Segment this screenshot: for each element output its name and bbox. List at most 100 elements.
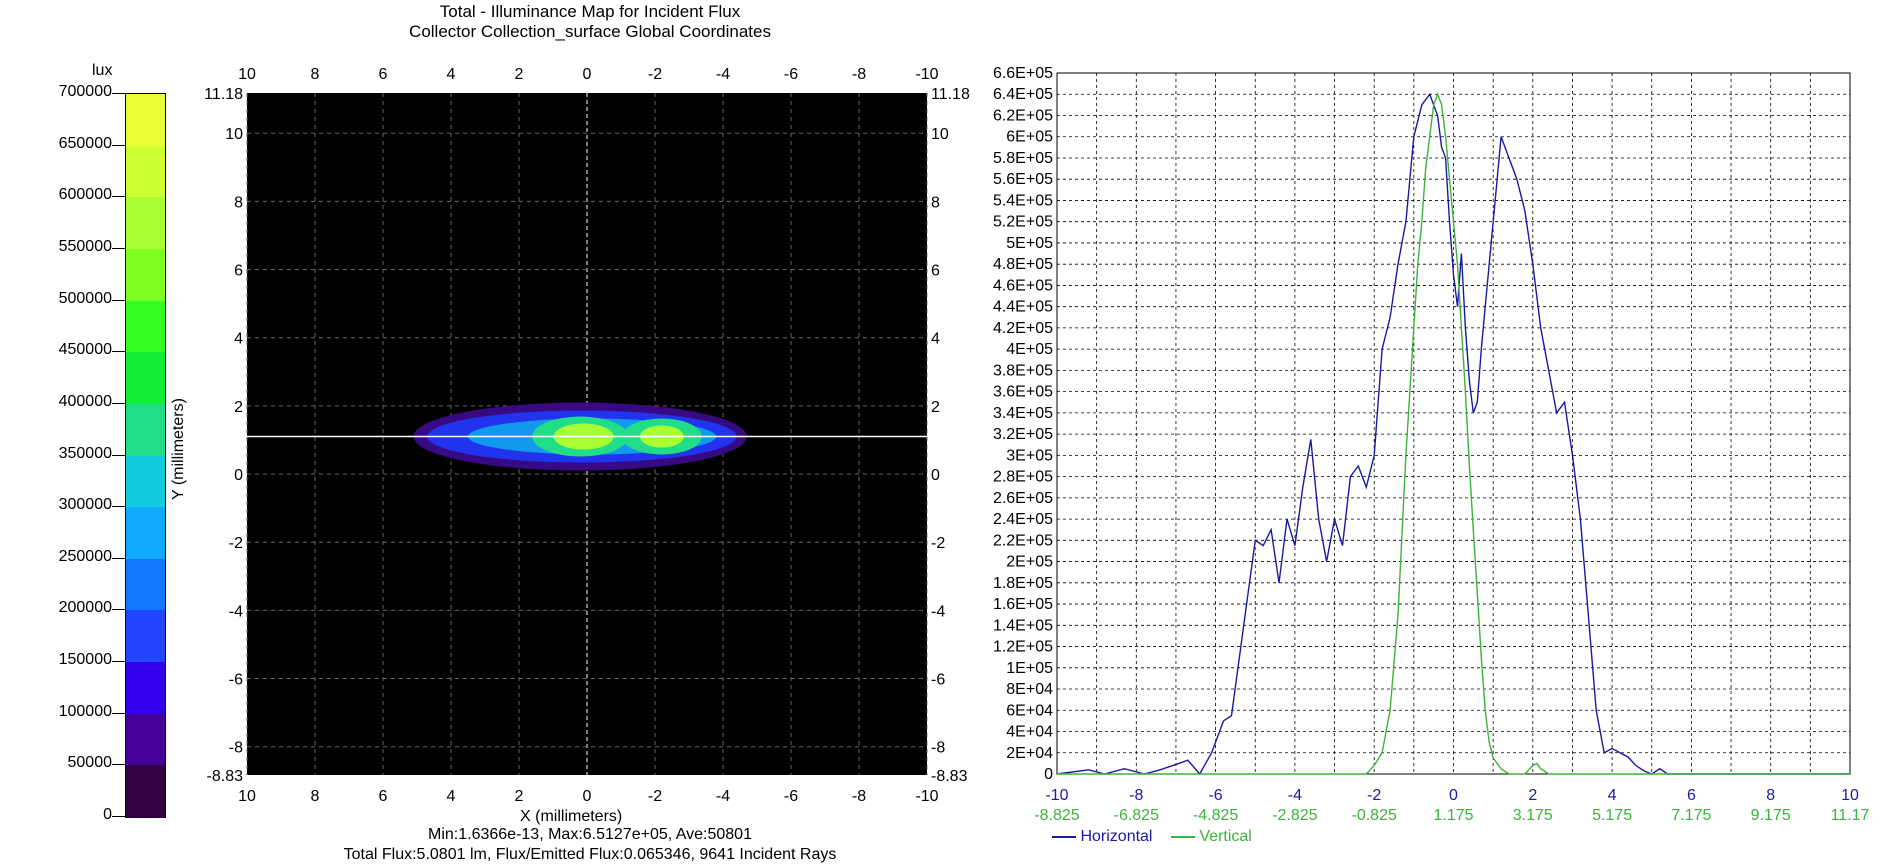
colorbar-tick-label: 550000 (58, 237, 112, 255)
map-top-x-tick: 6 (379, 66, 388, 83)
colorbar-segment (126, 94, 165, 147)
chart-x-tick-label-vertical: 1.175 (1433, 807, 1473, 824)
chart-x-tick-label-horizontal: 10 (1841, 787, 1859, 804)
map-x-axis-label: X (millimeters) (520, 808, 623, 825)
chart-x-tick-label-vertical: 3.175 (1513, 807, 1553, 824)
map-right-y-tick: -8.83 (931, 768, 968, 785)
legend-swatch-horizontal (1052, 835, 1076, 838)
legend: Horizontal Vertical (1052, 828, 1252, 846)
chart-y-tick-label: 5.6E+05 (993, 171, 1053, 188)
colorbar-tick-label: 50000 (67, 754, 113, 772)
map-top-x-tick: -8 (852, 66, 866, 83)
colorbar-tick-label: 200000 (58, 599, 112, 617)
colorbar-tick-mark (112, 402, 126, 404)
chart-y-tick-label: 2.8E+05 (993, 469, 1053, 486)
legend-label-vertical: Vertical (1199, 828, 1252, 845)
chart-y-tick-label: 4.2E+05 (993, 320, 1053, 337)
map-left-y-tick: -4 (229, 603, 243, 620)
legend-swatch-vertical (1170, 835, 1195, 838)
map-left-y-tick: -8.83 (207, 768, 244, 785)
chart-x-tick-label-horizontal: -4 (1288, 787, 1302, 804)
chart-x-tick-label-horizontal: 6 (1687, 787, 1696, 804)
map-bottom-x-tick: 0 (583, 788, 592, 805)
chart-y-tick-label: 2E+05 (1006, 554, 1053, 571)
chart-y-tick-label: 6E+04 (1006, 702, 1053, 719)
colorbar-segment (126, 610, 165, 664)
map-left-y-tick: 4 (234, 331, 243, 348)
chart-y-tick-label: 6.2E+05 (993, 107, 1053, 124)
chart-x-tick-label-vertical: 5.175 (1592, 807, 1632, 824)
chart-x-tick-label-horizontal: -10 (1045, 787, 1068, 804)
colorbar-tick-mark (112, 196, 126, 198)
map-top-x-tick: -2 (648, 66, 662, 83)
colorbar-tick-label: 650000 (58, 134, 112, 152)
map-right-y-tick: -4 (931, 603, 945, 620)
colorbar-tick-label: 150000 (58, 651, 112, 669)
colorbar-segment (126, 507, 165, 560)
chart-y-tick-label: 8E+04 (1006, 681, 1053, 698)
colorbar-tick-mark (112, 247, 126, 249)
map-left-y-tick: 6 (234, 263, 243, 280)
map-bottom-x-tick: 10 (238, 788, 256, 805)
colorbar-tick-label: 450000 (58, 341, 112, 359)
chart-x-tick-label-vertical: -2.825 (1272, 807, 1317, 824)
chart-x-tick-label-vertical: 9.175 (1751, 807, 1791, 824)
colorbar-tick-mark (112, 299, 126, 301)
colorbar-tick-label: 0 (103, 806, 112, 823)
chart-x-tick-label-horizontal: 0 (1449, 787, 1458, 804)
chart-x-tick-label-vertical: -4.825 (1193, 807, 1238, 824)
map-right-y-tick: -8 (931, 740, 945, 757)
map-right-y-tick: 8 (931, 194, 940, 211)
chart-y-tick-label: 3.4E+05 (993, 405, 1053, 422)
chart-subtitle: Collector Collection_surface Global Coor… (409, 22, 771, 41)
colorbar-tick-mark (112, 557, 126, 559)
chart-x-tick-label-horizontal: 4 (1608, 787, 1617, 804)
legend-label-horizontal: Horizontal (1080, 828, 1153, 845)
chart-y-tick-label: 1.8E+05 (993, 575, 1053, 592)
chart-x-tick-label-vertical: 7.175 (1671, 807, 1711, 824)
map-top-x-tick: 8 (311, 66, 320, 83)
chart-y-tick-label: 1.4E+05 (993, 617, 1053, 634)
colorbar (125, 93, 166, 818)
map-right-y-tick: 6 (931, 263, 940, 280)
colorbar-tick-label: 600000 (58, 186, 112, 204)
colorbar-tick-label: 300000 (58, 496, 112, 514)
chart-y-tick-label: 2E+04 (1006, 745, 1053, 762)
chart-y-tick-label: 4.4E+05 (993, 299, 1053, 316)
map-bottom-x-tick: 6 (379, 788, 388, 805)
chart-y-tick-label: 6.6E+05 (993, 65, 1053, 82)
colorbar-tick-mark (112, 661, 126, 663)
colorbar-tick-label: 350000 (58, 444, 112, 462)
chart-y-tick-label: 3.2E+05 (993, 426, 1053, 443)
map-bottom-x-tick: 2 (515, 788, 524, 805)
chart-y-tick-label: 5.4E+05 (993, 192, 1053, 209)
map-bottom-x-tick: -2 (648, 788, 662, 805)
map-stats-line1: Min:1.6366e-13, Max:6.5127e+05, Ave:5080… (428, 826, 752, 843)
colorbar-tick-label: 100000 (58, 702, 112, 720)
map-left-y-tick: 0 (234, 467, 243, 484)
map-right-y-tick: 2 (931, 399, 940, 416)
colorbar-segment (126, 300, 165, 354)
colorbar-tick-label: 400000 (58, 392, 112, 410)
map-left-y-tick: 10 (225, 126, 243, 143)
map-right-y-tick: 10 (931, 126, 949, 143)
map-bottom-x-tick: -4 (716, 788, 730, 805)
map-left-y-tick: -8 (229, 740, 243, 757)
map-bottom-x-tick: -8 (852, 788, 866, 805)
chart-x-tick-label-horizontal: 2 (1528, 787, 1537, 804)
chart-y-tick-label: 5.8E+05 (993, 150, 1053, 167)
map-right-y-tick: 11.18 (931, 86, 970, 103)
chart-x-tick-label-horizontal: -8 (1129, 787, 1143, 804)
map-top-x-tick: 0 (583, 66, 592, 83)
chart-y-tick-label: 6.4E+05 (993, 86, 1053, 103)
map-right-y-tick: 4 (931, 331, 940, 348)
chart-x-tick-label-horizontal: -2 (1367, 787, 1381, 804)
colorbar-segment (126, 558, 165, 612)
map-bottom-x-tick: 4 (447, 788, 456, 805)
chart-y-tick-label: 4.6E+05 (993, 277, 1053, 294)
chart-x-tick-label-vertical: -8.825 (1034, 807, 1079, 824)
map-top-x-tick: 2 (515, 66, 524, 83)
series-line-horizontal (1056, 92, 1850, 776)
map-left-y-tick: -2 (229, 535, 243, 552)
